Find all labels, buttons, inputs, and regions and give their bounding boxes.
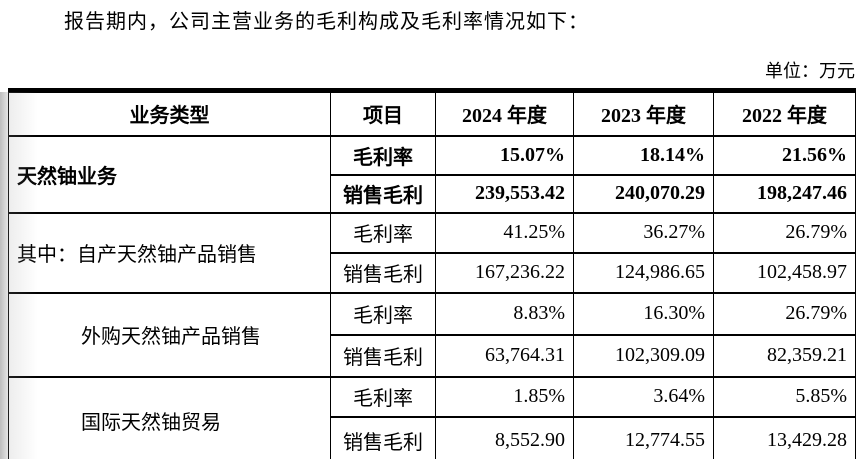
item-cell: 销售毛利 — [330, 251, 436, 294]
value-cell: 8.83% — [435, 291, 574, 336]
table-row: 其中：自产天然铀产品销售 毛利率 41.25% 36.27% 26.79% — [8, 211, 856, 294]
value-cell: 26.79% — [713, 291, 856, 336]
intro-paragraph: 报告期内，公司主营业务的毛利构成及毛利率情况如下： — [64, 11, 589, 33]
table-row: 销售毛利 167,236.22 124,986.65 102,458.97 — [9, 251, 856, 294]
value-cell: 12,774.55 — [573, 415, 714, 459]
unit-label: 单位：万元 — [765, 61, 855, 81]
table-row: 外购天然铀产品销售 毛利率 8.83% 16.30% 26.79% — [8, 291, 856, 378]
value-cell: 18.14% — [573, 134, 714, 176]
value-cell: 124,986.65 — [573, 251, 714, 294]
business-type-cell: 其中：自产天然铀产品销售 — [8, 211, 331, 294]
value-cell: 15.07% — [435, 134, 574, 176]
value-cell: 5.85% — [713, 375, 856, 418]
column-header-2023: 2023 年度 — [573, 88, 714, 137]
business-type-cell: 天然铀业务 — [8, 134, 331, 214]
column-header-2022: 2022 年度 — [713, 88, 856, 137]
value-cell: 26.79% — [713, 211, 856, 254]
table-row: 天然铀业务 毛利率 15.07% 18.14% 21.56% — [8, 134, 856, 214]
business-type-cell: 外购天然铀产品销售 — [8, 291, 331, 378]
business-type-cell: 国际天然铀贸易 — [8, 375, 331, 459]
value-cell: 41.25% — [435, 211, 574, 254]
column-header-2024: 2024 年度 — [435, 88, 574, 137]
value-cell: 82,359.21 — [713, 333, 856, 378]
item-cell: 毛利率 — [330, 211, 436, 254]
item-cell: 销售毛利 — [330, 333, 436, 378]
value-cell: 36.27% — [573, 211, 714, 254]
value-cell: 239,553.42 — [435, 173, 574, 214]
header-row: 业务类型 项目 2024 年度 2023 年度 2022 年度 — [8, 88, 856, 137]
value-cell: 8,552.90 — [435, 415, 574, 459]
table-row: 销售毛利 8,552.90 12,774.55 13,429.28 — [9, 415, 856, 459]
item-cell: 毛利率 — [330, 134, 436, 176]
value-cell: 21.56% — [713, 134, 856, 176]
value-cell: 198,247.46 — [713, 173, 856, 214]
value-cell: 102,309.09 — [573, 333, 714, 378]
item-cell: 销售毛利 — [330, 173, 436, 214]
value-cell: 240,070.29 — [573, 173, 714, 214]
value-cell: 167,236.22 — [435, 251, 574, 294]
value-cell: 13,429.28 — [713, 415, 856, 459]
item-cell: 毛利率 — [330, 375, 436, 418]
table-row: 销售毛利 63,764.31 102,309.09 82,359.21 — [9, 333, 856, 378]
value-cell: 16.30% — [573, 291, 714, 336]
column-header-business-type: 业务类型 — [8, 88, 331, 137]
table-row: 国际天然铀贸易 毛利率 1.85% 3.64% 5.85% — [8, 375, 856, 459]
table-row: 销售毛利 239,553.42 240,070.29 198,247.46 — [9, 173, 856, 214]
value-cell: 102,458.97 — [713, 251, 856, 294]
column-header-item: 项目 — [330, 88, 436, 137]
item-cell: 毛利率 — [330, 291, 436, 336]
value-cell: 1.85% — [435, 375, 574, 418]
gross-profit-table: 业务类型 项目 2024 年度 2023 年度 2022 年度 天然铀业务 毛利… — [8, 88, 856, 459]
item-cell: 销售毛利 — [330, 415, 436, 459]
value-cell: 3.64% — [573, 375, 714, 418]
value-cell: 63,764.31 — [435, 333, 574, 378]
